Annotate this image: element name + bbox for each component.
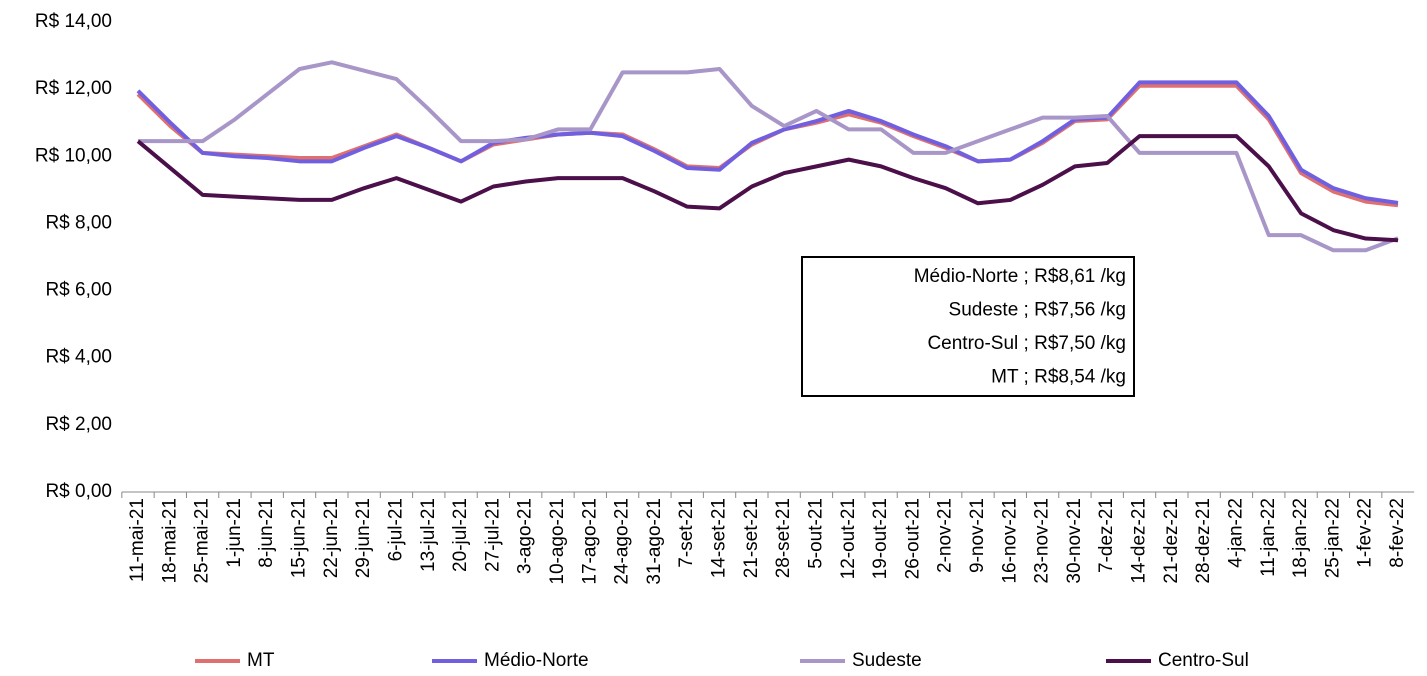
x-tick-label: 21-dez-21 <box>1161 498 1182 584</box>
x-tick-label: 25-jan-22 <box>1322 498 1343 578</box>
annotation: Centro-Sul ; R$7,50 /kg <box>927 333 1126 354</box>
x-tick-label: 14-set-21 <box>709 498 730 578</box>
x-tick-label: 7-dez-21 <box>1096 498 1117 573</box>
series-line <box>138 60 1399 253</box>
x-tick-label: 30-nov-21 <box>1064 498 1085 584</box>
x-tick-label: 11-jan-22 <box>1258 498 1279 577</box>
x-tick-label: 17-ago-21 <box>579 498 600 585</box>
y-tick-label: R$ 6,00 <box>45 280 112 301</box>
y-tick-label: R$ 0,00 <box>45 481 112 502</box>
x-tick-label: 25-mai-21 <box>192 498 213 584</box>
x-tick-label: 18-mai-21 <box>159 498 180 584</box>
x-tick-label: 9-nov-21 <box>967 498 988 573</box>
annotation-box <box>801 256 1135 397</box>
series-line <box>136 134 1399 243</box>
x-tick-label: 8-jun-21 <box>256 498 277 568</box>
y-tick-label: R$ 12,00 <box>35 78 112 99</box>
x-tick-label: 15-jun-21 <box>289 498 310 578</box>
y-tick-label: R$ 8,00 <box>45 212 112 233</box>
x-tick-label: 13-jul-21 <box>418 498 439 572</box>
x-tick-label: 26-out-21 <box>902 498 923 579</box>
x-tick-label: 20-jul-21 <box>450 498 471 572</box>
x-tick-label: 16-nov-21 <box>999 498 1020 584</box>
x-tick-label: 12-out-21 <box>838 498 859 579</box>
annotation: MT ; R$8,54 /kg <box>991 367 1126 388</box>
legend-label: Centro-Sul <box>1158 650 1249 671</box>
x-tick-label: 22-jun-21 <box>321 498 342 578</box>
x-tick-label: 4-jan-22 <box>1225 498 1246 568</box>
x-tick-label: 23-nov-21 <box>1032 498 1053 584</box>
x-tick-label: 3-ago-21 <box>515 498 536 574</box>
y-tick-label: R$ 14,00 <box>35 11 112 32</box>
legend-label: MT <box>247 650 275 671</box>
x-tick-label: 1-jun-21 <box>224 498 245 568</box>
x-tick-label: 28-dez-21 <box>1193 498 1214 584</box>
x-tick-label: 31-ago-21 <box>644 498 665 585</box>
x-tick-label: 28-set-21 <box>773 498 794 578</box>
legend-label: Sudeste <box>852 650 922 671</box>
x-tick-label: 11-mai-21 <box>127 498 148 582</box>
x-tick-label: 29-jun-21 <box>353 498 374 578</box>
x-tick-label: 5-out-21 <box>805 498 826 569</box>
y-tick-label: R$ 4,00 <box>45 347 112 368</box>
x-tick-label: 19-out-21 <box>870 498 891 579</box>
x-tick-label: 24-ago-21 <box>612 498 633 585</box>
x-tick-label: 10-ago-21 <box>547 498 568 585</box>
x-tick-label: 27-jul-21 <box>482 498 503 572</box>
y-tick-label: R$ 10,00 <box>35 145 112 166</box>
y-tick-label: R$ 2,00 <box>45 414 112 435</box>
x-tick-label: 6-jul-21 <box>385 498 406 561</box>
annotation: Médio-Norte ; R$8,61 /kg <box>914 266 1126 287</box>
annotation: Sudeste ; R$7,56 /kg <box>949 300 1126 321</box>
x-tick-label: 7-set-21 <box>676 498 697 568</box>
x-tick-label: 1-fev-22 <box>1355 498 1376 568</box>
x-tick-label: 8-fev-22 <box>1387 498 1408 568</box>
series-line <box>136 83 1399 208</box>
x-tick-label: 14-dez-21 <box>1129 498 1150 584</box>
x-tick-label: 18-jan-22 <box>1290 498 1311 578</box>
series-line <box>136 80 1399 205</box>
x-tick-label: 21-set-21 <box>741 498 762 578</box>
legend-label: Médio-Norte <box>484 650 589 671</box>
x-tick-label: 2-nov-21 <box>935 498 956 573</box>
